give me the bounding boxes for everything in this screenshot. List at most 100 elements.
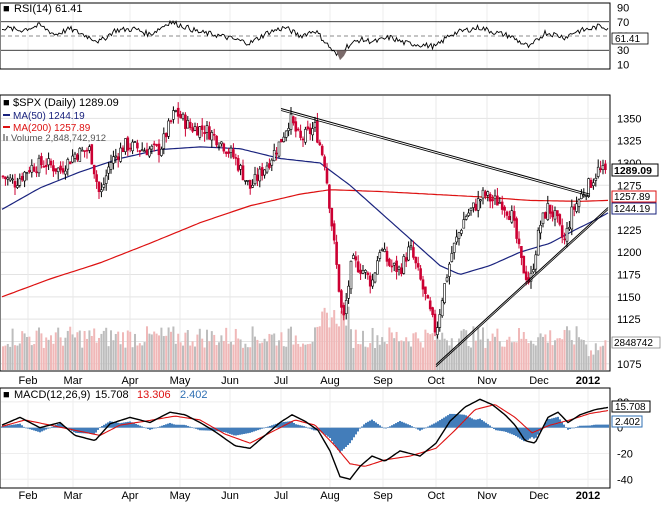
- price-bar-body: [275, 152, 278, 155]
- volume-bar: [2, 346, 4, 370]
- price-bar-body: [299, 130, 302, 138]
- x-axis-label: Sep: [373, 375, 393, 387]
- volume-bar: [438, 339, 441, 370]
- macd-histogram-bar: [413, 427, 415, 428]
- macd-histogram-bar: [381, 426, 383, 428]
- macd-histogram-bar: [567, 427, 569, 430]
- macd-histogram-bar: [369, 420, 371, 428]
- volume-bar: [225, 327, 228, 370]
- price-bar-body: [30, 165, 34, 173]
- volume-bar: [359, 344, 362, 370]
- price-bar-body: [311, 128, 314, 136]
- price-bar-body: [385, 250, 389, 262]
- price-bar-body: [20, 175, 24, 181]
- price-bar-body: [133, 141, 137, 143]
- macd-histogram-bar: [217, 427, 219, 432]
- price-bar-body: [47, 158, 50, 166]
- volume-bar: [357, 344, 360, 370]
- price-bar-body: [97, 181, 101, 193]
- price-bar-body: [580, 193, 583, 199]
- macd-histogram-bar: [25, 427, 27, 429]
- price-bar-body: [577, 199, 581, 207]
- macd-histogram-bar: [545, 422, 547, 428]
- macd-histogram-bar: [523, 427, 525, 442]
- macd-histogram-bar: [517, 427, 519, 438]
- price-bar-body: [121, 147, 125, 153]
- price-bar-body: [6, 177, 10, 180]
- macd-histogram-bar: [233, 427, 235, 436]
- macd-histogram-bar: [435, 422, 437, 428]
- rsi-value-tag: [611, 32, 649, 45]
- volume-bar: [558, 338, 561, 370]
- volume-bar: [520, 338, 523, 370]
- macd-histogram-bar: [127, 421, 129, 428]
- volume-bar: [486, 338, 489, 370]
- macd-histogram-bar: [379, 425, 381, 428]
- volume-bar: [568, 330, 571, 370]
- macd-histogram-bar: [605, 424, 607, 428]
- price-bar-body: [378, 252, 382, 259]
- macd-histogram-bar: [259, 427, 261, 430]
- volume-bar: [316, 326, 319, 370]
- macd-histogram-bar: [591, 425, 593, 428]
- volume-bar: [450, 338, 453, 370]
- macd-histogram-bar: [467, 416, 469, 428]
- volume-bar: [191, 341, 194, 370]
- macd-histogram-bar: [91, 427, 93, 434]
- price-bar-body: [320, 145, 324, 156]
- macd-histogram-bar: [143, 427, 145, 428]
- volume-bar: [542, 336, 544, 370]
- macd-histogram-bar: [189, 426, 191, 428]
- volume-bar: [506, 339, 508, 370]
- volume-bar: [112, 340, 115, 370]
- volume-bar: [335, 323, 338, 370]
- macd-histogram-bar: [155, 427, 157, 429]
- price-bar-body: [445, 277, 449, 282]
- volume-bar: [350, 329, 352, 370]
- price-bar-body: [407, 246, 410, 261]
- price-bar-body: [476, 198, 480, 211]
- macd-histogram-bar: [453, 413, 455, 428]
- macd-histogram-bar: [213, 427, 215, 431]
- macd-histogram-bar: [39, 427, 41, 433]
- macd-histogram-bar: [153, 427, 155, 429]
- macd-histogram-bar: [497, 427, 499, 431]
- price-bar-body: [241, 165, 245, 181]
- macd-histogram-bar: [295, 424, 297, 428]
- volume-bar: [69, 326, 72, 370]
- macd-histogram-bar: [479, 418, 481, 428]
- volume-bar: [434, 340, 436, 370]
- price-bar-body: [124, 138, 127, 152]
- volume-bar: [45, 337, 48, 370]
- x-axis-label-bottom: 2012: [576, 490, 600, 502]
- volume-bar: [42, 347, 45, 370]
- volume-bar: [436, 326, 439, 370]
- volume-bar: [172, 326, 175, 370]
- price-bar-body: [570, 206, 574, 230]
- volume-bar: [395, 331, 398, 370]
- macd-histogram-bar: [269, 425, 271, 428]
- macd-histogram-bar: [273, 424, 275, 428]
- volume-bar: [143, 342, 146, 370]
- price-bar-body: [536, 229, 540, 256]
- volume-bar: [455, 347, 458, 370]
- macd-histogram-bar: [141, 426, 143, 428]
- price-tick-label: 1225: [617, 225, 641, 237]
- price-bar-body: [169, 120, 173, 122]
- macd-histogram-bar: [249, 427, 251, 433]
- macd-signal-value: 13.306: [137, 389, 171, 401]
- macd-histogram-bar: [535, 427, 537, 438]
- price-bar-body: [340, 290, 343, 308]
- macd-histogram-bar: [293, 423, 295, 428]
- x-axis-label: Mar: [64, 375, 83, 387]
- price-bar-body: [272, 150, 276, 161]
- price-bar-body: [95, 174, 98, 182]
- volume-bar: [170, 331, 172, 370]
- x-axis-label: Jun: [221, 375, 239, 387]
- x-axis-label: Dec: [529, 375, 549, 387]
- macd-series: [1, 398, 609, 481]
- price-bar-body: [371, 279, 374, 287]
- macd-histogram-bar: [431, 424, 433, 428]
- volume-bar: [371, 327, 374, 370]
- price-bar-body: [193, 126, 197, 131]
